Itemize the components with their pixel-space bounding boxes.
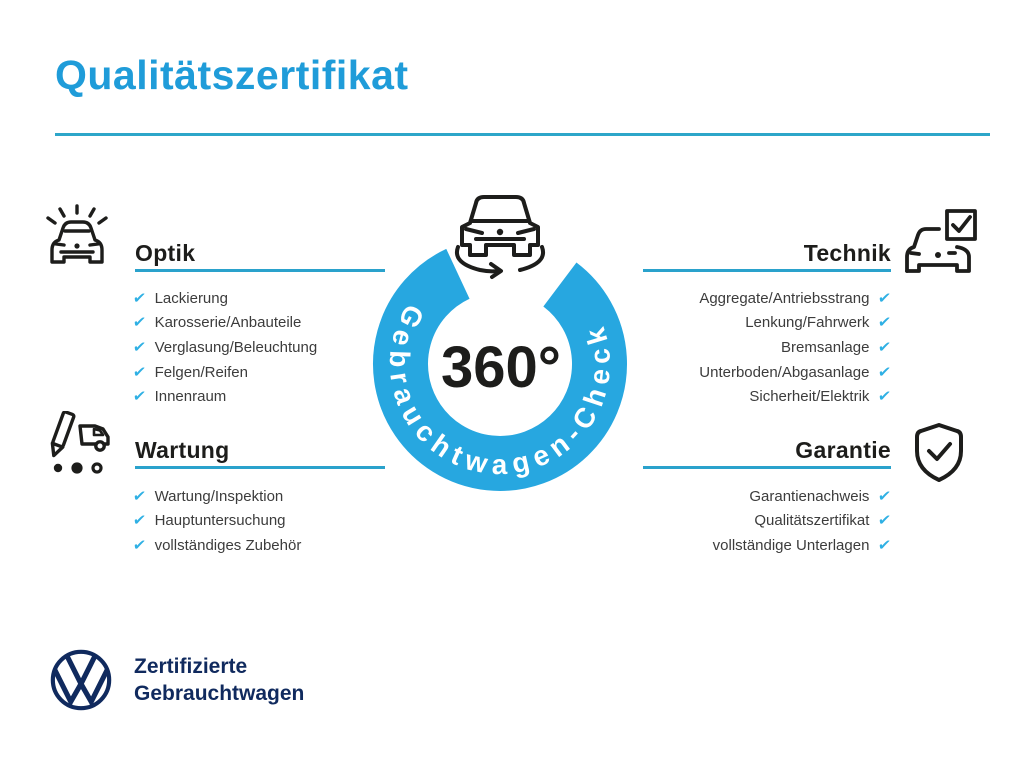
check-item: ✔ Karosserie/Anbauteile [131, 311, 317, 336]
technik-checklist: Aggregate/Antriebsstrang ✔ Lenkung/Fahrwe… [600, 286, 893, 409]
title-divider [55, 133, 990, 136]
check-item: ✔ Hauptuntersuchung [131, 509, 301, 534]
check-item-label: Felgen/Reifen [154, 363, 248, 381]
brand-claim-line1: Zertifizierte [134, 655, 248, 678]
check-icon: ✔ [131, 487, 147, 505]
garantie-divider [643, 466, 891, 469]
check-icon: ✔ [877, 314, 893, 332]
optik-divider [135, 269, 385, 272]
rotating-car-icon [455, 195, 545, 279]
check-item: ✔ vollständiges Zubehör [131, 533, 302, 558]
check-icon: ✔ [877, 363, 893, 381]
check-item-label: Garantienachweis [749, 487, 870, 505]
check-icon: ✔ [131, 338, 147, 356]
car-checkbox-icon [905, 209, 977, 273]
check-item-label: Innenraum [154, 388, 227, 406]
check-item: ✔ Innenraum [131, 384, 317, 409]
check-item: Garantienachweis ✔ [600, 484, 893, 509]
check-icon: ✔ [131, 314, 147, 332]
technik-divider [643, 269, 891, 272]
brand-claim-line2: Gebrauchtwagen [134, 682, 305, 705]
check-item-label: Qualitätszertifikat [754, 512, 870, 530]
check-icon: ✔ [131, 289, 147, 307]
check-item-label: Unterboden/Abgasanlage [699, 363, 870, 381]
degrees-label: 360° [441, 335, 561, 400]
check-icon: ✔ [877, 536, 893, 554]
check-icon: ✔ [877, 388, 893, 406]
check-item: Unterboden/Abgasanlage ✔ [600, 360, 893, 385]
check-item: Aggregate/Antriebsstrang ✔ [600, 286, 893, 311]
check-item: vollständige Unterlagen ✔ [600, 533, 893, 558]
section-title-wartung: Wartung [135, 437, 230, 463]
check-icon: ✔ [131, 388, 147, 406]
check-item-label: Aggregate/Antriebsstrang [699, 289, 870, 307]
check-item: ✔ Felgen/Reifen [131, 360, 317, 385]
check-item: Sicherheit/Elektrik ✔ [600, 384, 893, 409]
garantie-checklist: Garantienachweis ✔ Qualitätszertifikat ✔ v… [600, 484, 893, 558]
ring-arc [373, 248, 627, 491]
check-item: ✔ Verglasung/Beleuchtung [131, 335, 318, 360]
shield-check-icon [915, 423, 963, 482]
check-item-label: Hauptuntersuchung [154, 512, 286, 530]
check-item-label: Sicherheit/Elektrik [749, 388, 870, 406]
check-item-label: Karosserie/Anbauteile [154, 314, 302, 332]
check-icon: ✔ [877, 338, 893, 356]
check-item-label: vollständige Unterlagen [712, 536, 870, 554]
check-item-label: Bremsanlage [781, 338, 870, 356]
check-item-label: Wartung/Inspektion [154, 487, 284, 505]
section-title-technik: Technik [803, 240, 891, 266]
vw-logo [50, 649, 112, 711]
wartung-divider [135, 466, 385, 469]
check-item: ✔ Lackierung [131, 286, 317, 311]
optik-checklist: ✔ Lackierung ✔ Karosserie/Anbauteile ✔ Verg… [131, 286, 318, 409]
360-check-badge: Gebrauchtwagen-Check 360° [373, 195, 627, 491]
check-icon: ✔ [131, 363, 147, 381]
check-icon: ✔ [131, 512, 147, 530]
section-title-garantie: Garantie [795, 437, 891, 463]
check-icon: ✔ [877, 289, 893, 307]
check-item: Bremsanlage ✔ [600, 335, 893, 360]
shiny-car-icon [46, 204, 108, 264]
check-item-label: Verglasung/Beleuchtung [154, 338, 318, 356]
page-title: Qualitätszertifikat [55, 52, 409, 98]
check-icon: ✔ [131, 536, 147, 554]
check-icon: ✔ [877, 487, 893, 505]
check-item-label: Lenkung/Fahrwerk [745, 314, 870, 332]
check-item-label: Lackierung [154, 289, 228, 307]
section-title-optik: Optik [135, 240, 196, 266]
check-item: ✔ Wartung/Inspektion [131, 484, 301, 509]
check-icon: ✔ [877, 512, 893, 530]
check-item: Qualitätszertifikat ✔ [600, 509, 893, 534]
check-item: Lenkung/Fahrwerk ✔ [600, 311, 893, 336]
brand-claim: Zertifizierte Gebrauchtwagen [134, 653, 304, 707]
service-checklist-icon [50, 411, 110, 474]
check-item-label: vollständiges Zubehör [154, 536, 302, 554]
wartung-checklist: ✔ Wartung/Inspektion ✔ Hauptuntersuchung ✔… [131, 484, 302, 558]
